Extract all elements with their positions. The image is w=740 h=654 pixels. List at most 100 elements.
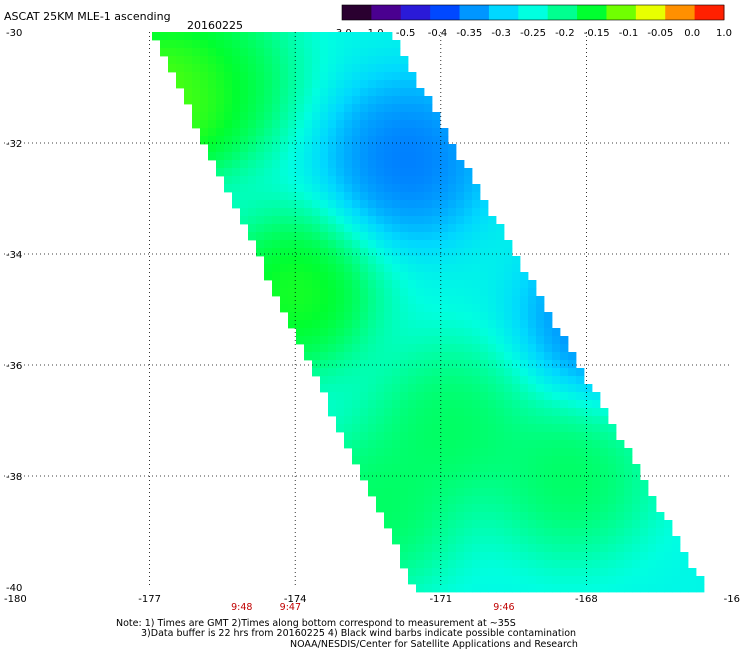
heatmap-cell bbox=[600, 496, 609, 505]
heatmap-cell bbox=[440, 392, 449, 401]
heatmap-cell bbox=[408, 392, 417, 401]
heatmap-cell bbox=[416, 488, 425, 497]
heatmap-cell bbox=[376, 352, 385, 361]
colorbar-swatch bbox=[400, 5, 431, 20]
heatmap-cell bbox=[200, 136, 209, 145]
heatmap-cell bbox=[512, 544, 521, 553]
heatmap-cell bbox=[504, 440, 513, 449]
heatmap-cell bbox=[512, 568, 521, 577]
heatmap-cell bbox=[528, 496, 537, 505]
heatmap-cell bbox=[528, 400, 537, 409]
heatmap-cell bbox=[352, 456, 361, 465]
heatmap-cell bbox=[408, 168, 417, 177]
heatmap-cell bbox=[472, 560, 481, 569]
heatmap-cell bbox=[240, 152, 249, 161]
heatmap-cell bbox=[208, 72, 217, 81]
heatmap-cell bbox=[288, 136, 297, 145]
heatmap-cell bbox=[464, 456, 473, 465]
heatmap-cell bbox=[480, 320, 489, 329]
heatmap-cell bbox=[408, 72, 417, 81]
heatmap-cell bbox=[296, 72, 305, 81]
heatmap-cell bbox=[488, 352, 497, 361]
heatmap-cell bbox=[456, 400, 465, 409]
heatmap-cell bbox=[256, 200, 265, 209]
heatmap-cell bbox=[392, 168, 401, 177]
heatmap-cell bbox=[584, 536, 593, 545]
heatmap-cell bbox=[448, 480, 457, 489]
heatmap-cell bbox=[528, 336, 537, 345]
colorbar-swatch bbox=[606, 5, 637, 20]
heatmap-cell bbox=[520, 320, 529, 329]
heatmap-cell bbox=[288, 264, 297, 273]
heatmap-cell bbox=[440, 416, 449, 425]
heatmap-cell bbox=[432, 208, 441, 217]
heatmap-cell bbox=[256, 248, 265, 257]
heatmap-cell bbox=[416, 168, 425, 177]
heatmap-cell bbox=[288, 288, 297, 297]
heatmap-cell bbox=[616, 456, 625, 465]
heatmap-cell bbox=[280, 304, 289, 313]
heatmap-cell bbox=[400, 560, 409, 569]
colorbar-swatch bbox=[518, 5, 549, 20]
heatmap-cell bbox=[432, 192, 441, 201]
heatmap-cell bbox=[464, 520, 473, 529]
heatmap-cell bbox=[440, 440, 449, 449]
heatmap-cell bbox=[448, 360, 457, 369]
heatmap-cell bbox=[392, 312, 401, 321]
heatmap-cell bbox=[328, 288, 337, 297]
heatmap-cell bbox=[232, 48, 241, 57]
heatmap-cell bbox=[520, 408, 529, 417]
heatmap-cell bbox=[472, 568, 481, 577]
heatmap-cell bbox=[672, 552, 681, 561]
heatmap-cell bbox=[384, 424, 393, 433]
heatmap-cell bbox=[384, 160, 393, 169]
heatmap-cell bbox=[384, 136, 393, 145]
heatmap-cell bbox=[384, 488, 393, 497]
heatmap-cell bbox=[360, 80, 369, 89]
heatmap-cell bbox=[392, 200, 401, 209]
heatmap-cell bbox=[384, 144, 393, 153]
colorbar-label: 1.0 bbox=[716, 28, 732, 39]
heatmap-cell bbox=[288, 152, 297, 161]
heatmap-cell bbox=[240, 80, 249, 89]
heatmap-cell bbox=[384, 208, 393, 217]
heatmap-cell bbox=[240, 112, 249, 121]
heatmap-cell bbox=[368, 208, 377, 217]
heatmap-cell bbox=[464, 496, 473, 505]
heatmap-cell bbox=[544, 432, 553, 441]
heatmap-cell bbox=[416, 304, 425, 313]
heatmap-cell bbox=[440, 560, 449, 569]
heatmap-cell bbox=[392, 208, 401, 217]
heatmap-cell bbox=[288, 120, 297, 129]
heatmap-cell bbox=[392, 120, 401, 129]
heatmap-cell bbox=[536, 344, 545, 353]
heatmap-cell bbox=[288, 104, 297, 113]
heatmap-cell bbox=[344, 424, 353, 433]
heatmap-cell bbox=[480, 400, 489, 409]
heatmap-cell bbox=[368, 392, 377, 401]
heatmap-cell bbox=[392, 432, 401, 441]
heatmap-cell bbox=[504, 352, 513, 361]
heatmap-cell bbox=[232, 136, 241, 145]
heatmap-cell bbox=[488, 528, 497, 537]
heatmap-cell bbox=[472, 376, 481, 385]
heatmap-cell bbox=[336, 160, 345, 169]
heatmap-cell bbox=[376, 360, 385, 369]
heatmap-cell bbox=[472, 336, 481, 345]
heatmap-cell bbox=[448, 456, 457, 465]
heatmap-cell bbox=[568, 448, 577, 457]
heatmap-cell bbox=[216, 96, 225, 105]
heatmap-cell bbox=[256, 88, 265, 97]
heatmap-cell bbox=[680, 552, 689, 561]
heatmap-cell bbox=[336, 40, 345, 49]
heatmap-cell bbox=[472, 248, 481, 257]
heatmap-cell bbox=[400, 464, 409, 473]
heatmap-cell bbox=[512, 432, 521, 441]
heatmap-cell bbox=[512, 288, 521, 297]
heatmap-cell bbox=[616, 504, 625, 513]
heatmap-cell bbox=[408, 416, 417, 425]
heatmap-cell bbox=[448, 296, 457, 305]
heatmap-cell bbox=[592, 520, 601, 529]
heatmap-cell bbox=[640, 584, 649, 593]
heatmap-cell bbox=[600, 416, 609, 425]
